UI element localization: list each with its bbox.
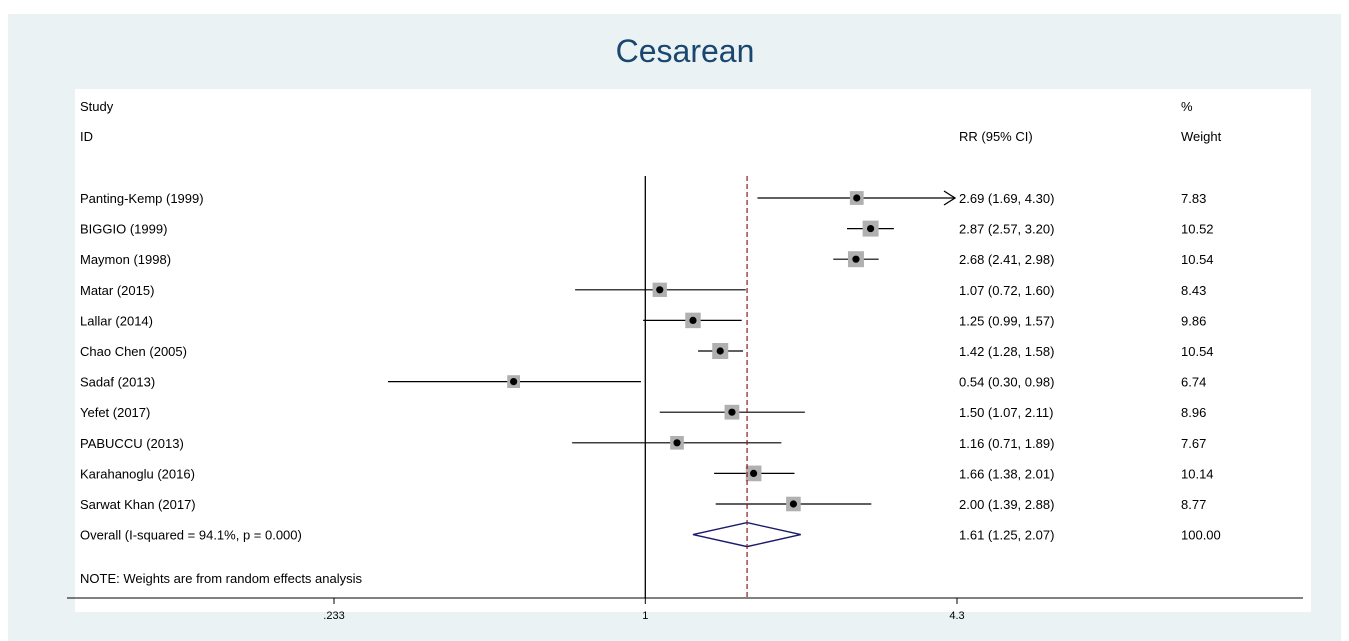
chart-background <box>8 14 1341 641</box>
study-weight: 6.74 <box>1181 375 1206 390</box>
study-label: BIGGIO (1999) <box>80 222 167 237</box>
study-row: Sadaf (2013) 0.54 (0.30, 0.98) 6.74 <box>80 375 1206 390</box>
study-weight: 9.86 <box>1181 313 1206 328</box>
study-row: Lallar (2014) 1.25 (0.99, 1.57) 9.86 <box>80 312 1206 328</box>
study-weight: 10.14 <box>1181 466 1214 481</box>
study-label: Panting-Kemp (1999) <box>80 191 204 206</box>
study-ci-text: 1.07 (0.72, 1.60) <box>959 283 1054 298</box>
header-weight-percent: % <box>1181 99 1193 114</box>
study-row: Panting-Kemp (1999) 2.69 (1.69, 4.30) 7.83 <box>80 190 1206 206</box>
truncated-ci-arrow <box>943 190 957 206</box>
study-weight: 10.54 <box>1181 344 1214 359</box>
study-row: Sarwat Khan (2017) 2.00 (1.39, 2.88) 8.77 <box>80 496 1206 512</box>
chart-title: Cesarean <box>616 33 755 69</box>
study-weight: 8.96 <box>1181 405 1206 420</box>
study-ci-text: 0.54 (0.30, 0.98) <box>959 375 1054 390</box>
x-axis-ticks: .233 1 4.3 <box>323 598 965 622</box>
study-ci-text: 1.50 (1.07, 2.11) <box>959 405 1053 420</box>
study-label: Chao Chen (2005) <box>80 344 187 359</box>
header-study: Study <box>80 99 114 114</box>
plot-region <box>75 89 1311 612</box>
overall-row: Overall (I-squared = 94.1%, p = 0.000) 1.… <box>80 521 1221 548</box>
study-weight: 8.43 <box>1181 283 1206 298</box>
point-estimate <box>510 378 518 386</box>
point-estimate <box>867 225 875 233</box>
study-row: Yefet (2017) 1.50 (1.07, 2.11) 8.96 <box>80 404 1206 420</box>
study-row: BIGGIO (1999) 2.87 (2.57, 3.20) 10.52 <box>80 220 1214 237</box>
point-estimate <box>689 316 697 324</box>
point-estimate <box>656 286 664 294</box>
study-label: Sarwat Khan (2017) <box>80 497 196 512</box>
study-label: Lallar (2014) <box>80 313 153 328</box>
study-weight: 10.54 <box>1181 252 1214 267</box>
header-id: ID <box>80 129 93 144</box>
study-ci-text: 1.16 (0.71, 1.89) <box>959 436 1054 451</box>
overall-diamond <box>692 521 801 548</box>
study-label: PABUCCU (2013) <box>80 436 184 451</box>
study-row: Maymon (1998) 2.68 (2.41, 2.98) 10.54 <box>80 251 1214 268</box>
study-label: Karahanoglu (2016) <box>80 466 195 481</box>
point-estimate <box>716 347 724 355</box>
study-weight: 7.67 <box>1181 436 1206 451</box>
study-weight: 7.83 <box>1181 191 1206 206</box>
study-weight: 8.77 <box>1181 497 1206 512</box>
study-weight: 10.52 <box>1181 222 1214 237</box>
weights-note: NOTE: Weights are from random effects an… <box>80 571 363 586</box>
study-ci-text: 2.68 (2.41, 2.98) <box>959 252 1054 267</box>
study-label: Matar (2015) <box>80 283 154 298</box>
point-estimate <box>728 408 736 416</box>
study-ci-text: 2.87 (2.57, 3.20) <box>959 222 1054 237</box>
study-label: Maymon (1998) <box>80 252 171 267</box>
header-ci: RR (95% CI) <box>959 129 1033 144</box>
x-tick-label: .233 <box>323 610 344 622</box>
overall-weight: 100.00 <box>1181 528 1221 543</box>
study-ci-text: 1.66 (1.38, 2.01) <box>959 466 1054 481</box>
study-row: PABUCCU (2013) 1.16 (0.71, 1.89) 7.67 <box>80 436 1206 451</box>
study-rows: Panting-Kemp (1999) 2.69 (1.69, 4.30) 7.83… <box>80 190 1214 512</box>
point-estimate <box>852 255 860 263</box>
study-ci-text: 2.00 (1.39, 2.88) <box>959 497 1054 512</box>
point-estimate <box>673 439 681 447</box>
study-ci-text: 1.42 (1.28, 1.58) <box>959 344 1054 359</box>
overall-ci-text: 1.61 (1.25, 2.07) <box>959 528 1054 543</box>
x-tick-label: 4.3 <box>949 610 964 622</box>
study-ci-text: 2.69 (1.69, 4.30) <box>959 191 1054 206</box>
point-estimate <box>750 469 758 477</box>
x-tick-label: 1 <box>642 610 648 622</box>
study-ci-text: 1.25 (0.99, 1.57) <box>959 313 1054 328</box>
point-estimate <box>853 194 861 202</box>
overall-label: Overall (I-squared = 94.1%, p = 0.000) <box>80 528 302 543</box>
study-label: Yefet (2017) <box>80 405 150 420</box>
study-row: Matar (2015) 1.07 (0.72, 1.60) 8.43 <box>80 282 1206 298</box>
study-row: Chao Chen (2005) 1.42 (1.28, 1.58) 10.54 <box>80 343 1214 359</box>
study-row: Karahanoglu (2016) 1.66 (1.38, 2.01) 10.14 <box>80 465 1214 481</box>
point-estimate <box>789 500 798 508</box>
header-weight: Weight <box>1181 129 1222 144</box>
study-label: Sadaf (2013) <box>80 375 155 390</box>
